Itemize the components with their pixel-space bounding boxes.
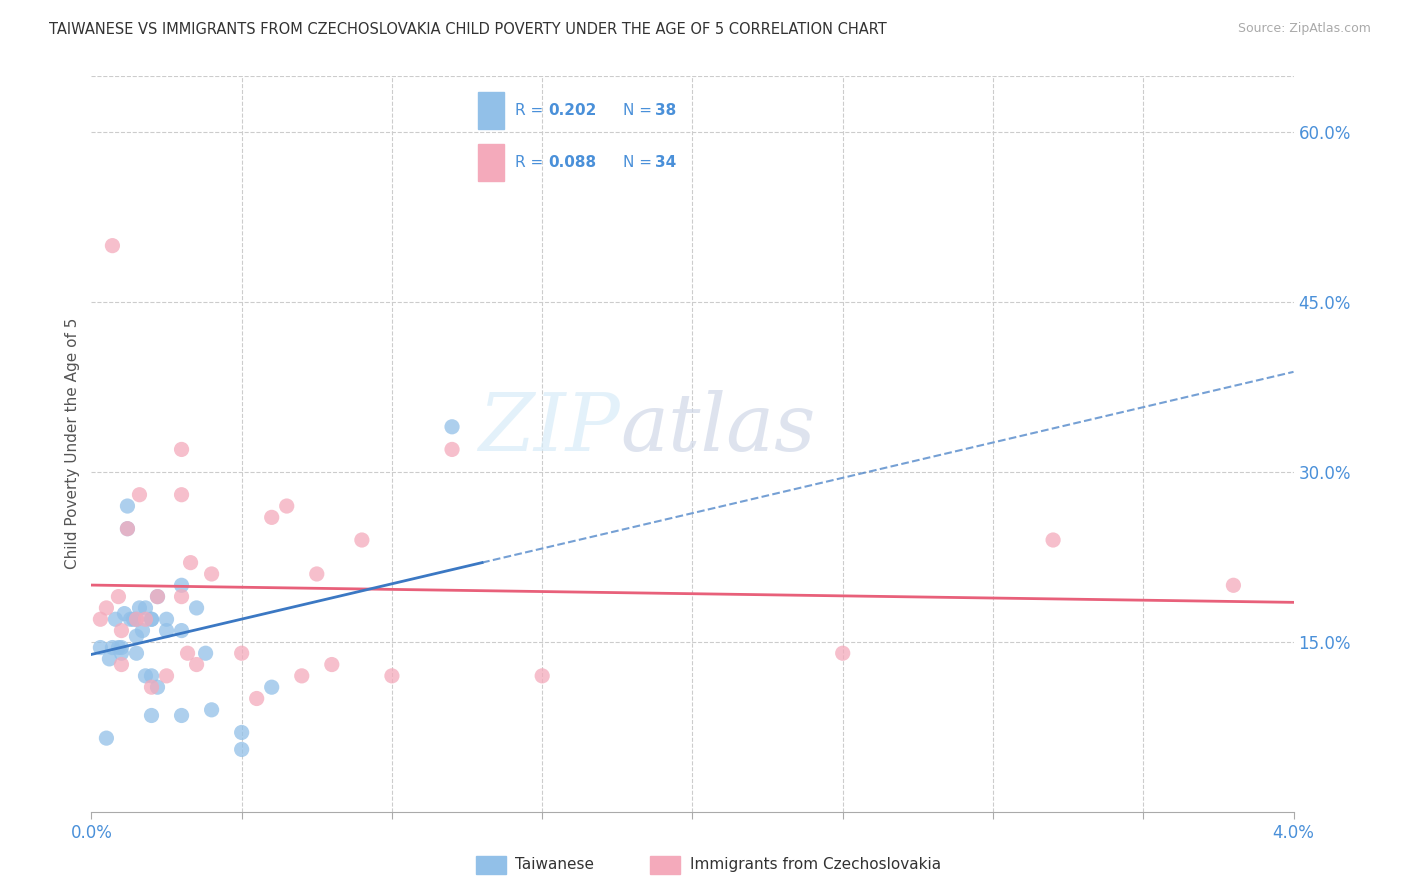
- Point: [381, 669, 404, 683]
- Point: [134, 669, 156, 683]
- Point: [120, 612, 142, 626]
- Point: [170, 442, 193, 457]
- Point: [134, 601, 156, 615]
- Point: [176, 646, 198, 660]
- Point: [89, 612, 111, 626]
- Point: [125, 646, 148, 660]
- Point: [104, 612, 127, 626]
- Point: [246, 691, 269, 706]
- Point: [260, 680, 283, 694]
- Point: [170, 708, 193, 723]
- Point: [201, 703, 224, 717]
- Point: [110, 640, 132, 655]
- Text: Source: ZipAtlas.com: Source: ZipAtlas.com: [1237, 22, 1371, 36]
- Point: [180, 556, 202, 570]
- Point: [170, 578, 193, 592]
- Point: [440, 419, 463, 434]
- Point: [131, 624, 153, 638]
- Point: [89, 640, 111, 655]
- Point: [305, 566, 328, 581]
- Point: [128, 601, 150, 615]
- Point: [146, 590, 169, 604]
- Point: [440, 442, 463, 457]
- Point: [231, 725, 253, 739]
- Point: [155, 669, 177, 683]
- Point: [117, 499, 139, 513]
- Point: [110, 646, 132, 660]
- Point: [114, 607, 136, 621]
- Text: Immigrants from Czechoslovakia: Immigrants from Czechoslovakia: [690, 857, 941, 872]
- Point: [194, 646, 217, 660]
- Bar: [651, 856, 681, 874]
- Point: [101, 238, 124, 252]
- Point: [117, 522, 139, 536]
- Point: [531, 669, 554, 683]
- Point: [350, 533, 373, 547]
- Point: [276, 499, 298, 513]
- Point: [831, 646, 853, 660]
- Point: [125, 612, 148, 626]
- Point: [110, 657, 132, 672]
- Point: [170, 624, 193, 638]
- Point: [141, 680, 163, 694]
- Point: [101, 640, 124, 655]
- Point: [321, 657, 343, 672]
- Point: [1042, 533, 1064, 547]
- Point: [146, 590, 169, 604]
- Point: [170, 590, 193, 604]
- Point: [170, 488, 193, 502]
- Point: [231, 646, 253, 660]
- Point: [141, 612, 163, 626]
- Y-axis label: Child Poverty Under the Age of 5: Child Poverty Under the Age of 5: [65, 318, 80, 569]
- Point: [146, 680, 169, 694]
- Point: [231, 742, 253, 756]
- Point: [201, 566, 224, 581]
- Point: [186, 657, 208, 672]
- Point: [291, 669, 314, 683]
- Point: [98, 652, 121, 666]
- Point: [155, 612, 177, 626]
- Point: [134, 612, 156, 626]
- Point: [107, 590, 129, 604]
- Point: [125, 612, 148, 626]
- Text: TAIWANESE VS IMMIGRANTS FROM CZECHOSLOVAKIA CHILD POVERTY UNDER THE AGE OF 5 COR: TAIWANESE VS IMMIGRANTS FROM CZECHOSLOVA…: [49, 22, 887, 37]
- Bar: [477, 856, 506, 874]
- Point: [141, 669, 163, 683]
- Point: [117, 522, 139, 536]
- Point: [1222, 578, 1244, 592]
- Point: [141, 612, 163, 626]
- Point: [125, 629, 148, 643]
- Point: [96, 731, 118, 746]
- Point: [155, 624, 177, 638]
- Point: [107, 640, 129, 655]
- Point: [110, 624, 132, 638]
- Point: [122, 612, 145, 626]
- Point: [128, 488, 150, 502]
- Point: [260, 510, 283, 524]
- Point: [186, 601, 208, 615]
- Point: [96, 601, 118, 615]
- Point: [141, 708, 163, 723]
- Text: atlas: atlas: [620, 391, 815, 467]
- Text: ZIP: ZIP: [478, 391, 620, 467]
- Text: Taiwanese: Taiwanese: [515, 857, 593, 872]
